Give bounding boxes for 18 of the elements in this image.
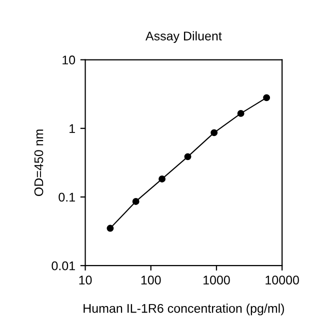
x-tick-label: 100: [141, 276, 161, 285]
y-tick-label: 1: [70, 124, 75, 133]
point: [237, 110, 244, 117]
x-axis-title: Human IL-1R6 concentration (pg/ml): [84, 304, 284, 316]
y-tick-label: 10: [62, 56, 76, 64]
y-tick-label: 0.1: [58, 192, 75, 202]
point: [184, 153, 192, 160]
x-tick-label: 10000: [266, 276, 299, 285]
point: [106, 224, 114, 232]
point: [263, 94, 270, 102]
y-tick-label: 0.01: [52, 261, 75, 270]
chart-title: Assay Diluent: [145, 31, 222, 43]
y-axis-title: OD=450 nm: [34, 130, 44, 196]
point: [158, 176, 166, 182]
x-tick-label: 1000: [204, 276, 230, 285]
point: [132, 198, 140, 205]
point: [210, 129, 218, 136]
x-tick-label: 10: [79, 276, 92, 285]
